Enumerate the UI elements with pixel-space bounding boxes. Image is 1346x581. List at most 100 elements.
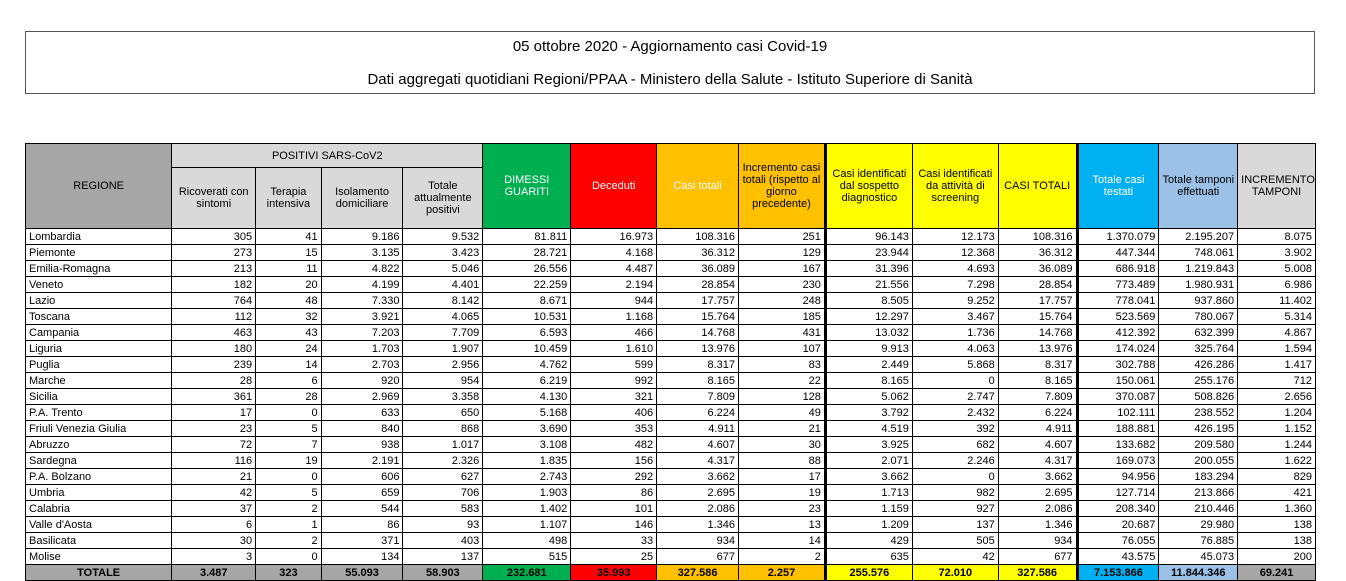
value-cell: 2.191 bbox=[320, 452, 404, 469]
value-cell: 5.868 bbox=[911, 356, 999, 373]
value-cell: 7.809 bbox=[997, 388, 1079, 405]
value-cell: 954 bbox=[402, 372, 484, 389]
value-cell: 2.432 bbox=[911, 404, 999, 421]
header-incremento-casi: Incremento casi totali (rispetto al gior… bbox=[737, 143, 827, 229]
value-cell: 10.459 bbox=[482, 340, 572, 357]
value-cell: 1.417 bbox=[1237, 356, 1316, 373]
value-cell: 14.768 bbox=[997, 324, 1079, 341]
value-cell: 239 bbox=[171, 356, 257, 373]
value-cell: 829 bbox=[1237, 468, 1316, 485]
region-name-cell: Toscana bbox=[24, 308, 173, 325]
value-cell: 28 bbox=[171, 372, 257, 389]
table-row: Marche 28 6 920 954 6.219 992 8.165 22 8.165 0 8.16… bbox=[24, 372, 1316, 389]
value-cell: 86 bbox=[570, 484, 658, 501]
value-cell: 248 bbox=[737, 292, 827, 309]
value-cell: 23 bbox=[737, 500, 827, 517]
value-cell: 10.531 bbox=[482, 308, 572, 325]
value-cell: 2.956 bbox=[402, 356, 484, 373]
value-cell: 3.690 bbox=[482, 420, 572, 437]
table-row: P.A. Trento 17 0 633 650 5.168 406 6.224 49 3.792… bbox=[24, 404, 1316, 421]
value-cell: 677 bbox=[997, 548, 1079, 565]
value-cell: 3.108 bbox=[482, 436, 572, 453]
value-cell: 230 bbox=[737, 276, 827, 293]
value-cell: 447.344 bbox=[1076, 244, 1160, 261]
value-cell: 6.224 bbox=[997, 404, 1079, 421]
value-cell: 101 bbox=[570, 500, 658, 517]
value-cell: 4.911 bbox=[997, 420, 1079, 437]
value-cell: 2.071 bbox=[824, 452, 913, 469]
value-cell: 5.168 bbox=[482, 404, 572, 421]
value-cell: 1.736 bbox=[911, 324, 999, 341]
value-cell: 19 bbox=[255, 452, 322, 469]
value-cell: 183.294 bbox=[1158, 468, 1239, 485]
value-cell: 392 bbox=[911, 420, 999, 437]
value-cell: 868 bbox=[402, 420, 484, 437]
value-cell: 712 bbox=[1237, 372, 1316, 389]
totale-value-cell: 327.586 bbox=[997, 564, 1079, 581]
value-cell: 2.246 bbox=[911, 452, 999, 469]
value-cell: 134 bbox=[320, 548, 404, 565]
value-cell: 8.165 bbox=[824, 372, 913, 389]
value-cell: 1.903 bbox=[482, 484, 572, 501]
value-cell: 5.314 bbox=[1237, 308, 1316, 325]
table-row: Lazio 764 48 7.330 8.142 8.671 944 17.757 248 8.5… bbox=[24, 292, 1316, 309]
value-cell: 544 bbox=[320, 500, 404, 517]
value-cell: 28.854 bbox=[656, 276, 739, 293]
region-name-cell: Liguria bbox=[24, 340, 173, 357]
value-cell: 88 bbox=[737, 452, 827, 469]
header-isolamento: Isolamento domiciliare bbox=[320, 167, 404, 229]
value-cell: 1.159 bbox=[824, 500, 913, 517]
value-cell: 353 bbox=[570, 420, 658, 437]
value-cell: 14 bbox=[255, 356, 322, 373]
value-cell: 213 bbox=[171, 260, 257, 277]
header-dimessi: DIMESSI GUARITI bbox=[482, 143, 572, 229]
value-cell: 49 bbox=[737, 404, 827, 421]
value-cell: 523.569 bbox=[1076, 308, 1160, 325]
value-cell: 43 bbox=[255, 324, 322, 341]
value-cell: 36.312 bbox=[997, 244, 1079, 261]
value-cell: 8.505 bbox=[824, 292, 913, 309]
table-row: P.A. Bolzano 21 0 606 627 2.743 292 3.662 17 3.66… bbox=[24, 468, 1316, 485]
value-cell: 4.762 bbox=[482, 356, 572, 373]
value-cell: 635 bbox=[824, 548, 913, 565]
value-cell: 498 bbox=[482, 532, 572, 549]
value-cell: 116 bbox=[171, 452, 257, 469]
value-cell: 780.067 bbox=[1158, 308, 1239, 325]
value-cell: 28 bbox=[255, 388, 322, 405]
value-cell: 508.826 bbox=[1158, 388, 1239, 405]
value-cell: 292 bbox=[570, 468, 658, 485]
value-cell: 11.402 bbox=[1237, 292, 1316, 309]
value-cell: 180 bbox=[171, 340, 257, 357]
value-cell: 0 bbox=[255, 404, 322, 421]
header-casi-totali: Casi totali bbox=[656, 143, 739, 229]
value-cell: 5 bbox=[255, 484, 322, 501]
value-cell: 938 bbox=[320, 436, 404, 453]
header-screening: Casi identificati da attività di screeni… bbox=[911, 143, 999, 229]
value-cell: 321 bbox=[570, 388, 658, 405]
value-cell: 927 bbox=[911, 500, 999, 517]
value-cell: 0 bbox=[255, 468, 322, 485]
value-cell: 5 bbox=[255, 420, 322, 437]
value-cell: 112 bbox=[171, 308, 257, 325]
region-name-cell: Abruzzo bbox=[24, 436, 173, 453]
value-cell: 302.788 bbox=[1076, 356, 1160, 373]
value-cell: 21.556 bbox=[824, 276, 913, 293]
value-cell: 14.768 bbox=[656, 324, 739, 341]
value-cell: 9.913 bbox=[824, 340, 913, 357]
region-name-cell: Valle d'Aosta bbox=[24, 516, 173, 533]
totale-value-cell: 323 bbox=[255, 564, 322, 581]
value-cell: 42 bbox=[911, 548, 999, 565]
value-cell: 7.709 bbox=[402, 324, 484, 341]
region-name-cell: Campania bbox=[24, 324, 173, 341]
region-name-cell: Calabria bbox=[24, 500, 173, 517]
value-cell: 108.316 bbox=[656, 228, 739, 245]
header-incremento-tamponi: INCREMENTO TAMPONI bbox=[1237, 143, 1316, 229]
value-cell: 2.195.207 bbox=[1158, 228, 1239, 245]
value-cell: 1.219.843 bbox=[1158, 260, 1239, 277]
value-cell: 406 bbox=[570, 404, 658, 421]
totale-label: TOTALE bbox=[24, 564, 173, 581]
value-cell: 3.662 bbox=[997, 468, 1079, 485]
region-name-cell: Sardegna bbox=[24, 452, 173, 469]
value-cell: 6.986 bbox=[1237, 276, 1316, 293]
value-cell: 200 bbox=[1237, 548, 1316, 565]
